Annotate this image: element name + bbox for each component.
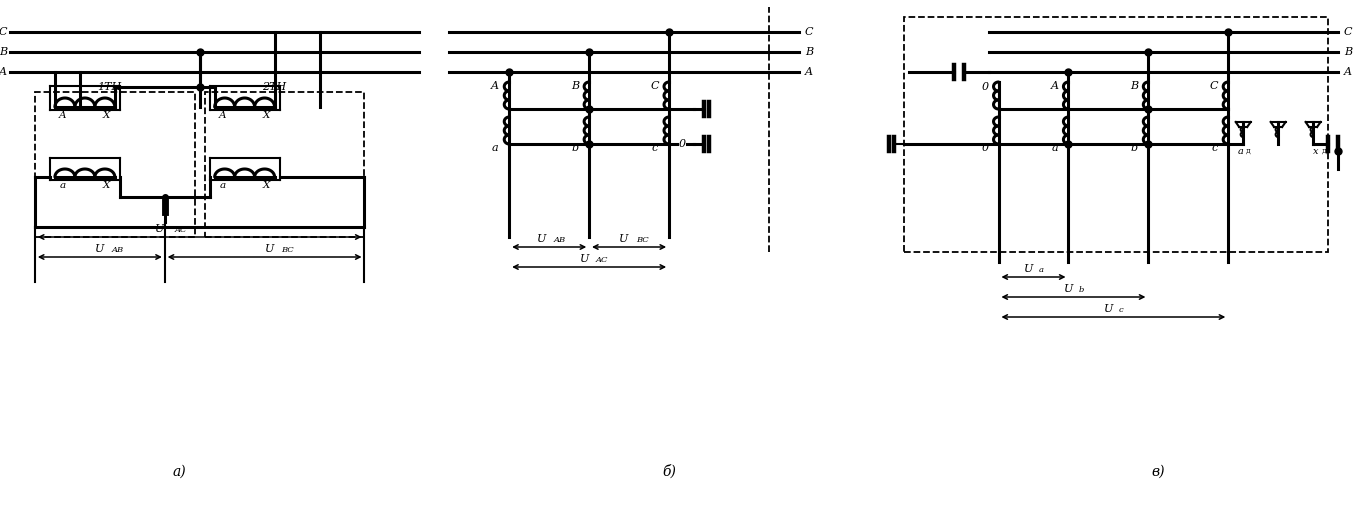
Text: A: A xyxy=(491,81,499,91)
Text: X: X xyxy=(263,112,271,120)
Text: A: A xyxy=(219,112,227,120)
Text: в): в) xyxy=(1152,465,1166,479)
Text: b: b xyxy=(1131,143,1138,153)
Text: X: X xyxy=(103,112,111,120)
Text: A: A xyxy=(0,67,7,77)
Text: U: U xyxy=(265,244,275,254)
Text: B: B xyxy=(1130,81,1138,91)
Text: a: a xyxy=(1051,143,1057,153)
Text: B: B xyxy=(1343,47,1352,57)
Text: U: U xyxy=(1064,284,1073,294)
Bar xyxy=(36,92,194,237)
Text: a: a xyxy=(1237,146,1244,156)
Text: U: U xyxy=(580,254,588,264)
Text: X: X xyxy=(103,181,111,190)
Text: U: U xyxy=(620,234,629,244)
Text: AC: AC xyxy=(175,226,187,234)
Text: а): а) xyxy=(172,465,186,479)
Text: b: b xyxy=(572,143,579,153)
Text: BC: BC xyxy=(282,246,294,254)
Text: 0: 0 xyxy=(982,82,989,92)
Text: B: B xyxy=(0,47,7,57)
Text: б): б) xyxy=(662,465,676,479)
Text: c: c xyxy=(1211,143,1218,153)
Bar xyxy=(205,92,364,237)
Text: 2ТН: 2ТН xyxy=(263,82,287,92)
Text: a: a xyxy=(60,181,66,190)
Text: 0: 0 xyxy=(982,143,989,153)
Text: c: c xyxy=(653,143,658,153)
Text: д: д xyxy=(1246,146,1250,155)
Text: 0: 0 xyxy=(679,139,685,149)
Text: C: C xyxy=(1209,81,1219,91)
Text: 1ТН: 1ТН xyxy=(97,82,122,92)
Text: U: U xyxy=(1104,304,1114,314)
Text: B: B xyxy=(804,47,813,57)
Text: U: U xyxy=(1023,264,1033,274)
Text: U: U xyxy=(536,234,546,244)
Text: д: д xyxy=(1321,146,1327,155)
Text: A: A xyxy=(59,112,67,120)
Text: a: a xyxy=(220,181,226,190)
Bar xyxy=(904,17,1328,252)
Text: C: C xyxy=(0,27,7,37)
Text: x: x xyxy=(1313,146,1319,156)
Text: c: c xyxy=(1119,306,1123,314)
Text: a: a xyxy=(492,143,498,153)
Text: A: A xyxy=(1051,81,1059,91)
Text: AC: AC xyxy=(596,256,609,264)
Text: b: b xyxy=(1078,286,1083,294)
Text: BC: BC xyxy=(636,236,648,244)
Text: C: C xyxy=(651,81,659,91)
Text: X: X xyxy=(263,181,271,190)
Text: A: A xyxy=(804,67,813,77)
Text: C: C xyxy=(1343,27,1353,37)
Text: U: U xyxy=(155,224,164,234)
Text: U: U xyxy=(96,244,104,254)
Text: B: B xyxy=(570,81,579,91)
Text: AB: AB xyxy=(112,246,124,254)
Text: A: A xyxy=(1343,67,1352,77)
Text: a: a xyxy=(1038,266,1044,274)
Text: AB: AB xyxy=(553,236,565,244)
Text: C: C xyxy=(804,27,813,37)
